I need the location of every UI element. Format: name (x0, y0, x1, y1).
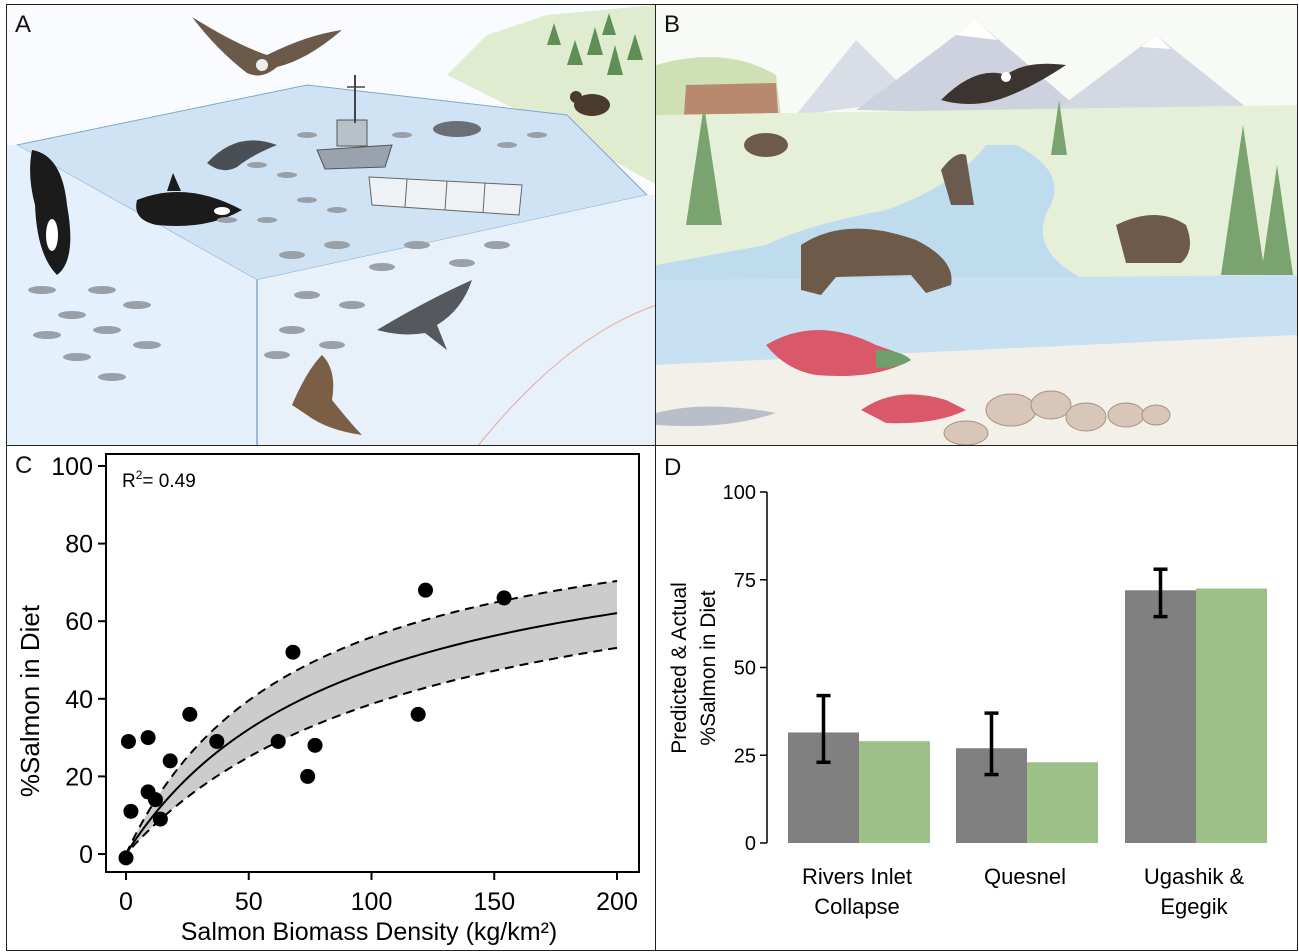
panel-a-letter: A (15, 11, 32, 38)
actual-bar (1196, 588, 1267, 843)
x-tick-label: 0 (119, 888, 133, 916)
ocean-depth-right (257, 195, 655, 445)
y-tick-label: 25 (734, 745, 756, 767)
dolphin-icon (207, 140, 277, 171)
shark-icon (377, 280, 472, 350)
y-axis-label: %Salmon in Diet (15, 604, 45, 797)
confidence-band (126, 580, 617, 854)
river-illustration (656, 20, 1297, 445)
spruce-tree-icon (686, 100, 1293, 275)
data-point (120, 733, 136, 749)
y-tick-label: 100 (51, 453, 93, 481)
r-squared-annotation: R2= 0.49 (122, 468, 196, 492)
upper-bound-line (125, 579, 618, 855)
panel-b-letter: B (664, 11, 681, 38)
hillside (447, 5, 655, 184)
data-point (418, 582, 434, 598)
data-point (118, 850, 134, 866)
y-axis-label-line2: %Salmon in Diet (697, 590, 720, 745)
forest-icon (547, 13, 643, 75)
category-label-line2: Egegik (1160, 894, 1228, 919)
y-tick-label: 75 (734, 570, 756, 592)
data-point (410, 706, 426, 722)
panel-a-illustration: A (6, 4, 656, 446)
data-point (270, 733, 286, 749)
actual-bar (859, 741, 930, 843)
data-point (123, 803, 139, 819)
data-point (300, 768, 316, 784)
fishing-boat-icon (316, 75, 393, 170)
grizzly-bear-icon (744, 133, 1190, 295)
x-tick-label: 100 (351, 888, 393, 916)
lower-bound-line (125, 646, 618, 855)
x-axis-label: Salmon Biomass Density (kg/km²) (181, 918, 557, 946)
net-icon (368, 176, 523, 216)
data-point (147, 792, 163, 808)
sea-lion-icon (292, 355, 362, 435)
sockeye-salmon-icon (656, 330, 966, 427)
eagle-icon (941, 63, 1066, 104)
x-tick-label: 50 (235, 888, 263, 916)
x-tick-label: 200 (596, 888, 638, 916)
bar-chart: 0 25 50 75 100 Rivers Inlet Collapse Quesnel Ug… (668, 482, 1267, 919)
y-tick-label: 0 (79, 841, 93, 869)
y-tick-label: 60 (65, 608, 93, 636)
wolf-icon (941, 154, 974, 205)
data-point (496, 590, 512, 606)
salmon-icon (28, 132, 547, 381)
data-point (162, 753, 178, 769)
y-tick-label: 80 (65, 531, 93, 559)
data-point (182, 706, 198, 722)
seal-icon (433, 121, 481, 137)
panel-d-letter: D (664, 454, 682, 481)
category-label-line1: Rivers Inlet (802, 864, 912, 889)
panel-d-chart: 0 25 50 75 100 Rivers Inlet Collapse Quesnel Ug… (655, 445, 1298, 951)
data-point (152, 811, 168, 827)
data-point (140, 730, 156, 746)
x-tick-label: 150 (473, 888, 515, 916)
actual-bar (1027, 762, 1098, 843)
scatter-chart: 0 20 40 60 80 100 0 50 100 150 200 Salmon Biomass … (15, 453, 640, 946)
y-tick-label: 20 (65, 763, 93, 791)
category-label-line1: Quesnel (984, 864, 1066, 889)
panel-c-chart: 0 20 40 60 80 100 0 50 100 150 200 Salmon Biomass … (6, 445, 656, 951)
bear-icon (570, 91, 610, 116)
panel-b-illustration: B (655, 4, 1298, 446)
data-point (307, 737, 323, 753)
ocean-illustration (7, 5, 655, 445)
category-label-line1: Ugashik & (1144, 864, 1245, 889)
data-point (285, 644, 301, 660)
mountain-icon (796, 20, 1256, 115)
fit-line (125, 612, 618, 855)
ocean-depth-left (7, 145, 257, 445)
y-tick-label: 0 (745, 833, 756, 855)
data-point (209, 733, 225, 749)
y-axis-label-line1: Predicted & Actual (668, 582, 691, 754)
y-tick-label: 40 (65, 686, 93, 714)
category-label-line2: Collapse (814, 894, 900, 919)
y-tick-label: 100 (723, 482, 756, 504)
eagle-icon (192, 17, 342, 76)
panel-c-letter: C (15, 452, 33, 479)
y-tick-label: 50 (734, 658, 756, 680)
rock-icon (943, 390, 1171, 445)
predicted-bar (1125, 590, 1196, 843)
orca-icon (30, 150, 242, 275)
